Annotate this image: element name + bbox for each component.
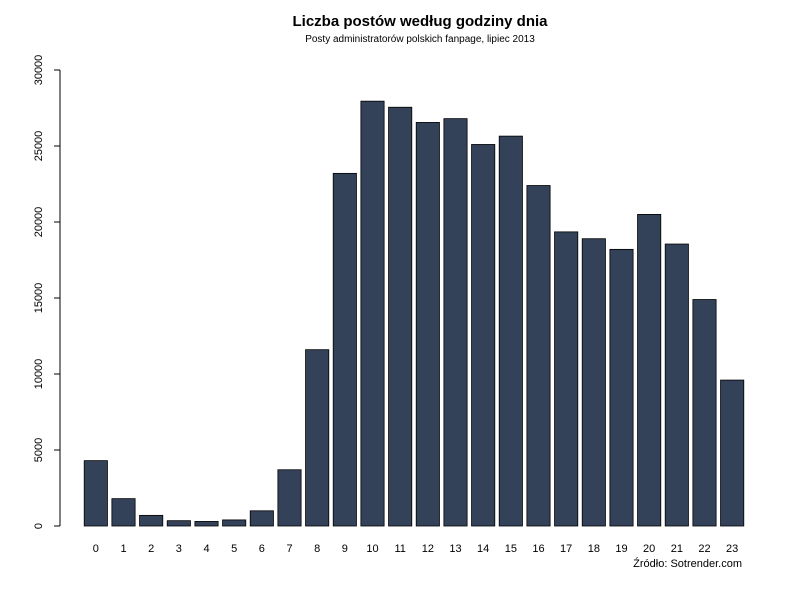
y-tick-label: 30000	[33, 55, 45, 86]
bar-hour-3	[166, 520, 191, 527]
x-tick-label: 4	[203, 543, 209, 555]
x-tick-label: 5	[231, 543, 237, 555]
y-tick-label: 5000	[33, 438, 45, 462]
x-tick-label: 16	[532, 543, 544, 555]
x-tick-label: 3	[176, 543, 182, 555]
bar-hour-18	[581, 238, 606, 527]
x-tick-label: 14	[477, 543, 489, 555]
bar-hour-19	[609, 248, 634, 527]
bar-hour-0	[83, 460, 108, 527]
bar-hour-14	[471, 144, 496, 527]
bar-hour-7	[277, 469, 302, 527]
x-tick-label: 20	[643, 543, 655, 555]
x-tick-label: 6	[259, 543, 265, 555]
bar-hour-23	[720, 379, 745, 527]
x-tick-label: 22	[698, 543, 710, 555]
y-tick-label: 20000	[33, 207, 45, 238]
x-tick-label: 17	[560, 543, 572, 555]
source-note: Źródło: Sotrender.com	[633, 557, 742, 570]
bar-hour-11	[388, 106, 413, 527]
x-tick-label: 23	[726, 543, 738, 555]
x-tick-label: 2	[148, 543, 154, 555]
y-tick-label: 10000	[33, 359, 45, 390]
y-axis: 0 5000 10000 15000 20000 25000 30000	[33, 55, 61, 529]
bar-hour-1	[111, 498, 136, 527]
y-tick-label: 0	[33, 523, 45, 529]
bar-hour-17	[554, 231, 579, 527]
bar-hour-2	[139, 514, 164, 527]
bar-hour-10	[360, 100, 385, 527]
bar-hour-8	[305, 349, 330, 527]
bar-hour-13	[443, 118, 468, 527]
x-tick-label: 19	[615, 543, 627, 555]
bar-hour-12	[415, 122, 440, 527]
x-tick-label: 10	[366, 543, 378, 555]
chart-subtitle: Posty administratorów polskich fanpage, …	[305, 34, 535, 45]
x-tick-label: 8	[314, 543, 320, 555]
x-axis-tick-labels: 0 1 2 3 4 5 6 7 8 9 10 11 12 13 14 15 16 17 18 19 20 21 22 23	[93, 543, 739, 555]
x-tick-label: 13	[449, 543, 461, 555]
x-tick-label: 21	[671, 543, 683, 555]
x-tick-label: 15	[505, 543, 517, 555]
bar-hour-20	[637, 213, 662, 527]
bar-hour-9	[332, 172, 357, 527]
x-tick-label: 18	[588, 543, 600, 555]
y-tick-label: 25000	[33, 131, 45, 162]
bar-hour-16	[526, 185, 551, 527]
x-tick-label: 0	[93, 543, 99, 555]
chart-title: Liczba postów według godziny dnia	[293, 13, 549, 30]
bars-group	[83, 100, 745, 527]
bar-hour-22	[692, 299, 717, 527]
bar-hour-5	[222, 519, 247, 527]
x-tick-label: 7	[286, 543, 292, 555]
bar-hour-4	[194, 521, 219, 527]
x-tick-label: 1	[120, 543, 126, 555]
x-tick-label: 9	[342, 543, 348, 555]
x-tick-label: 12	[422, 543, 434, 555]
x-tick-label: 11	[394, 543, 405, 555]
bar-hour-6	[249, 510, 274, 527]
bar-hour-21	[664, 243, 689, 527]
bar-hour-15	[498, 135, 523, 527]
y-tick-label: 15000	[33, 283, 45, 314]
